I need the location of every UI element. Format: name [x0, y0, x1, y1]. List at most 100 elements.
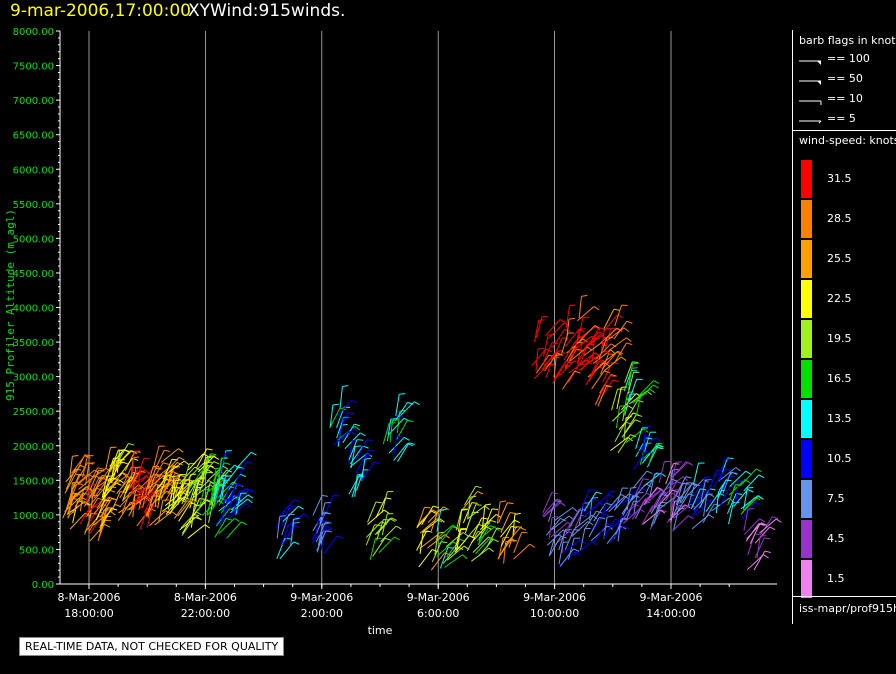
wind-barb — [743, 508, 755, 531]
wind-barb — [675, 483, 689, 505]
barb-feather — [121, 461, 128, 465]
barb-shaft — [635, 427, 643, 450]
wind-barb — [577, 326, 601, 340]
barb-sample-icon — [799, 80, 821, 85]
barb-shaft — [130, 488, 137, 511]
wind-barb — [211, 472, 223, 495]
barb-feather — [709, 488, 716, 491]
barb-feather — [383, 509, 390, 514]
barb-shaft — [213, 478, 220, 501]
barb-shaft — [221, 498, 228, 521]
barb-shaft — [170, 488, 179, 510]
wind-barb — [558, 528, 572, 551]
barb-feather — [333, 494, 340, 497]
wind-barb — [545, 517, 567, 536]
wind-barb — [546, 529, 569, 546]
barb-shaft — [189, 487, 197, 509]
barb-feather — [573, 529, 580, 531]
barb-feather — [633, 495, 640, 498]
wind-barb — [189, 478, 204, 500]
barb-shaft — [314, 516, 320, 539]
barb-feather — [213, 461, 220, 465]
wind-barb — [457, 508, 468, 532]
wind-barb — [229, 502, 251, 519]
wind-barb — [512, 512, 521, 537]
barb-shaft — [217, 458, 223, 481]
wind-barb — [235, 492, 247, 515]
barb-feather — [234, 518, 240, 522]
wind-barb — [513, 531, 528, 554]
barb-shaft — [680, 483, 693, 504]
barb-shaft — [500, 526, 512, 547]
barb-shaft — [728, 502, 734, 525]
barb-shaft — [446, 545, 465, 561]
barb-shaft — [550, 521, 568, 538]
wind-barb — [592, 493, 614, 510]
barb-shaft — [476, 526, 495, 542]
wind-barb — [333, 430, 356, 446]
barb-feather — [764, 537, 771, 540]
wind-barb — [163, 458, 178, 480]
barb-feather — [351, 399, 357, 404]
barb-shaft — [397, 442, 410, 462]
color-bar-swatch — [801, 320, 812, 358]
barb-shaft — [612, 405, 629, 422]
barb-shaft — [472, 536, 489, 553]
barb-shaft — [171, 478, 189, 495]
wind-barb — [729, 470, 752, 487]
barb-shaft — [329, 404, 334, 427]
barb-shaft — [595, 343, 612, 360]
barb-shaft — [702, 503, 715, 524]
barb-shaft — [100, 486, 111, 507]
wind-barb — [756, 535, 767, 559]
barb-legend-row: == 50 — [799, 72, 863, 85]
barb-shaft — [99, 498, 113, 518]
barb-feather — [645, 450, 652, 454]
barb-feather — [608, 493, 614, 498]
barb-shaft — [623, 370, 632, 392]
barb-shaft — [623, 392, 629, 415]
barb-feather — [490, 519, 497, 523]
barb-feather — [484, 505, 490, 511]
wind-barb — [214, 517, 232, 538]
barb-shaft — [381, 491, 388, 513]
barb-shaft — [642, 426, 647, 449]
speed-legend-heading: wind-speed: knots — [799, 134, 896, 147]
barb-shaft — [231, 494, 249, 510]
barb-shaft — [154, 450, 165, 471]
barb-feather — [610, 374, 617, 377]
wind-barb — [233, 489, 255, 506]
wind-barb — [361, 461, 380, 481]
barb-feather — [616, 327, 623, 332]
barb-shaft — [483, 508, 493, 530]
barb-shaft — [154, 511, 173, 526]
wind-barb — [381, 491, 394, 513]
wind-barb — [599, 375, 616, 396]
wind-barb — [733, 489, 754, 507]
barb-shaft — [703, 494, 708, 517]
barb-feather — [326, 525, 333, 530]
barb-shaft — [438, 526, 453, 545]
barb-shaft — [147, 468, 157, 489]
barb-shaft — [431, 541, 442, 563]
barb-shaft — [643, 431, 651, 454]
wind-barb — [361, 457, 371, 481]
barb-feather — [491, 508, 499, 510]
wind-barb — [221, 475, 232, 499]
barb-feather — [598, 359, 605, 362]
wind-barb — [342, 423, 361, 444]
barb-feather — [384, 537, 391, 541]
barb-feather — [250, 451, 257, 456]
wind-barb — [568, 537, 581, 560]
wind-barb — [624, 361, 639, 383]
barb-shaft — [691, 498, 705, 518]
barb-shaft — [127, 475, 147, 490]
barb-shaft — [229, 498, 248, 514]
barb-shaft — [146, 505, 153, 528]
barb-shaft — [711, 497, 730, 512]
wind-barb — [419, 530, 430, 554]
barb-shaft — [187, 462, 205, 479]
barb-shaft — [276, 538, 286, 559]
barb-shaft — [649, 473, 655, 496]
barb-feather — [221, 457, 228, 460]
